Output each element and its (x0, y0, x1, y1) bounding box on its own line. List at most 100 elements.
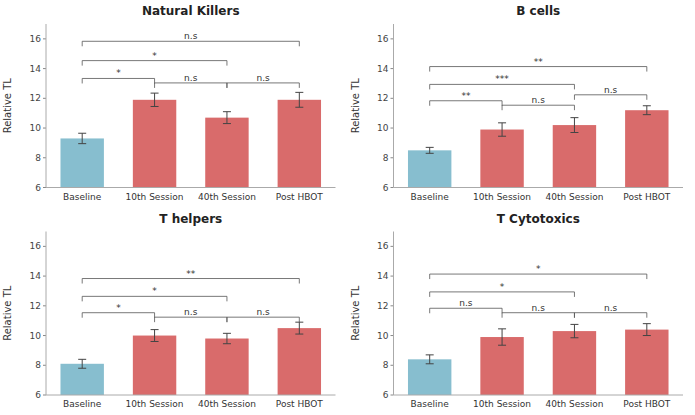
tick-label: 16 (30, 34, 42, 44)
tick-label: Baseline (63, 192, 102, 202)
tick-label: Baseline (411, 399, 450, 409)
bar (553, 125, 596, 187)
tick-label: 6 (383, 390, 389, 400)
panel: T helpersRelative TL6810121416****n.sn.s… (2, 212, 336, 410)
annotation-label: n.s (604, 303, 618, 313)
tick-label: 10th Session (473, 399, 531, 409)
annotation-label: n.s (256, 73, 270, 83)
annotation-label: n.s (184, 31, 198, 41)
panel: T CytotoxicsRelative TL6810121416n.s**n.… (350, 212, 684, 410)
marks (60, 41, 321, 187)
x-axis-line (394, 395, 684, 396)
tick-label: 14 (377, 64, 389, 74)
annotation-label: *** (495, 74, 509, 84)
annotation-bracket (574, 313, 646, 318)
annotation-label: n.s (256, 307, 270, 317)
bar (205, 339, 248, 395)
annotation-label: n.s (459, 298, 473, 308)
annotation-label: * (536, 264, 541, 274)
error-bar (426, 147, 434, 153)
tick-label: 14 (30, 64, 42, 74)
tick-label: Post HBOT (276, 399, 324, 409)
bar (480, 337, 523, 395)
annotation-bracket (430, 274, 647, 279)
annotation-label: n.s (184, 73, 198, 83)
bar (408, 150, 451, 187)
marks (60, 279, 321, 395)
annotation-bracket (430, 67, 647, 72)
y-axis-line (46, 24, 47, 188)
tick-label: Post HBOT (623, 399, 671, 409)
title: T helpers (159, 212, 222, 226)
annotation-label: * (116, 68, 121, 78)
error-bar (498, 329, 506, 345)
tick-label: 10th Session (126, 399, 184, 409)
x-axis-line (46, 395, 336, 396)
title: B cells (516, 4, 560, 18)
annotation-bracket (82, 78, 154, 83)
tick-label: 10 (30, 123, 42, 133)
bar (278, 100, 321, 188)
y-axis-line (46, 232, 47, 396)
annotation-label: * (116, 303, 121, 313)
annotation-label: ** (534, 57, 544, 67)
tick-label: 8 (35, 360, 41, 370)
tick-label: Baseline (63, 399, 102, 409)
bar (480, 130, 523, 188)
annotation-label: * (152, 51, 157, 61)
annotation-label: n.s (532, 95, 546, 105)
panel: Natural KillersRelative TL6810121416**n.… (2, 4, 336, 202)
annotation-bracket (430, 308, 502, 313)
marks (408, 67, 669, 188)
annotation-bracket (502, 313, 574, 318)
tick-label: 8 (383, 360, 389, 370)
axis-label: Relative TL (2, 78, 13, 134)
error-bar (570, 324, 578, 337)
tick-label: 12 (30, 301, 41, 311)
tick-label: 12 (377, 301, 388, 311)
title: T Cytotoxics (497, 212, 580, 226)
tick-label: 40th Session (545, 399, 603, 409)
annotation-bracket (227, 83, 299, 88)
tick-label: Post HBOT (623, 192, 671, 202)
tick-label: 14 (377, 271, 389, 281)
annotation-bracket (155, 317, 227, 322)
error-bar (295, 322, 303, 334)
error-bar (295, 92, 303, 107)
error-bar (426, 355, 434, 364)
annotation-bracket (430, 292, 575, 297)
error-bar (151, 93, 159, 106)
x-axis-line (46, 187, 336, 188)
title: Natural Killers (142, 4, 240, 18)
annotation-bracket (227, 317, 299, 322)
bar (625, 330, 668, 395)
tick-label: 6 (35, 390, 41, 400)
axis-label: Relative TL (350, 78, 361, 134)
tick-label: 10th Session (126, 192, 184, 202)
tick-label: 8 (383, 153, 389, 163)
axis-label: Relative TL (2, 285, 13, 341)
tick-label: 14 (30, 271, 42, 281)
annotation-label: ** (186, 269, 196, 279)
tick-label: 10th Session (473, 192, 531, 202)
tick-label: 16 (377, 34, 389, 44)
error-bar (570, 118, 578, 133)
annotation-bracket (82, 279, 299, 284)
annotation-bracket (574, 95, 646, 100)
annotation-label: * (500, 282, 505, 292)
marks (408, 274, 669, 395)
tick-label: Baseline (411, 192, 450, 202)
axis-label: Relative TL (350, 285, 361, 341)
tick-label: 16 (377, 241, 389, 251)
tick-label: 16 (30, 241, 42, 251)
annotation-bracket (502, 105, 574, 110)
panel: B cellsRelative TL6810121416*******n.sn.… (350, 4, 684, 202)
bar (408, 359, 451, 395)
tick-label: 6 (383, 183, 389, 193)
bar (278, 328, 321, 395)
tick-label: 6 (35, 183, 41, 193)
tick-label: Post HBOT (276, 192, 324, 202)
tick-label: 8 (35, 153, 41, 163)
bar (625, 110, 668, 187)
annotation-label: n.s (532, 303, 546, 313)
